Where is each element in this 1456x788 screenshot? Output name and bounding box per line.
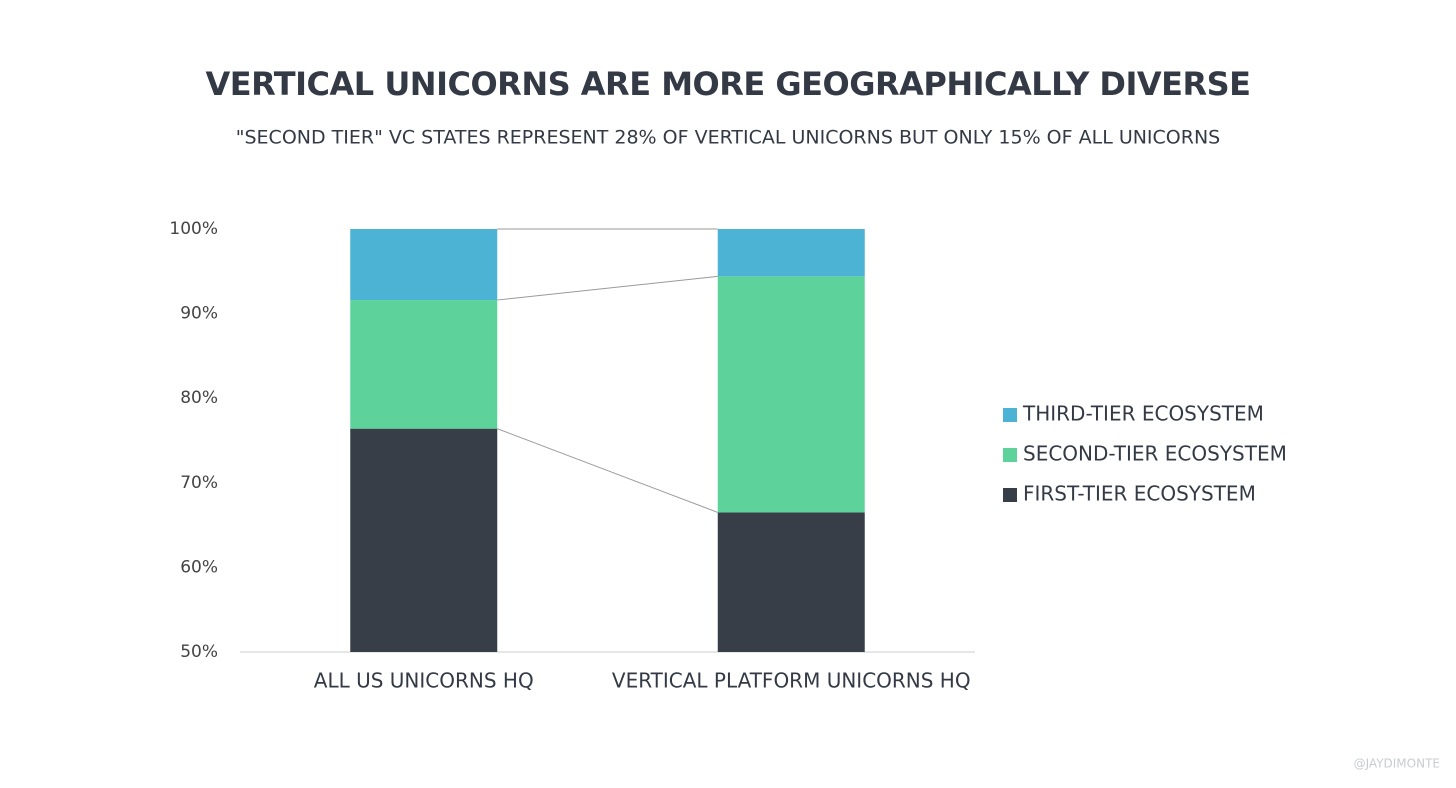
y-tick-label: 90% xyxy=(180,304,218,324)
chart-subtitle: "SECOND TIER" VC STATES REPRESENT 28% OF… xyxy=(236,127,1220,149)
y-tick-label: 50% xyxy=(180,642,218,662)
bar-segment xyxy=(717,276,865,513)
x-tick-label: VERTICAL PLATFORM UNICORNS HQ xyxy=(612,669,971,693)
bar-segment xyxy=(350,229,498,301)
credit: @JAYDIMONTE xyxy=(1354,757,1440,771)
bar-segment xyxy=(350,428,498,652)
y-tick-label: 80% xyxy=(180,388,218,408)
legend-label: THIRD-TIER ECOSYSTEM xyxy=(1022,402,1264,426)
chart-title: VERTICAL UNICORNS ARE MORE GEOGRAPHICALL… xyxy=(205,65,1250,103)
legend-swatch xyxy=(1003,408,1017,422)
bar-segment xyxy=(717,229,865,277)
y-tick-label: 100% xyxy=(169,219,218,239)
bar-segment xyxy=(350,300,498,429)
y-tick-label: 60% xyxy=(180,557,218,577)
legend-swatch xyxy=(1003,488,1017,502)
legend-label: FIRST-TIER ECOSYSTEM xyxy=(1023,482,1256,506)
connector xyxy=(497,275,718,301)
connector xyxy=(497,428,718,513)
legend-label: SECOND-TIER ECOSYSTEM xyxy=(1023,442,1287,466)
bar-segment xyxy=(717,512,865,652)
y-tick-label: 70% xyxy=(180,473,218,493)
legend-swatch xyxy=(1003,448,1017,462)
x-tick-label: ALL US UNICORNS HQ xyxy=(314,669,534,693)
